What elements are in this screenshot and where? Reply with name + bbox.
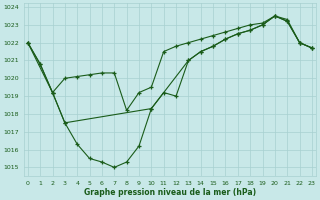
X-axis label: Graphe pression niveau de la mer (hPa): Graphe pression niveau de la mer (hPa) — [84, 188, 256, 197]
